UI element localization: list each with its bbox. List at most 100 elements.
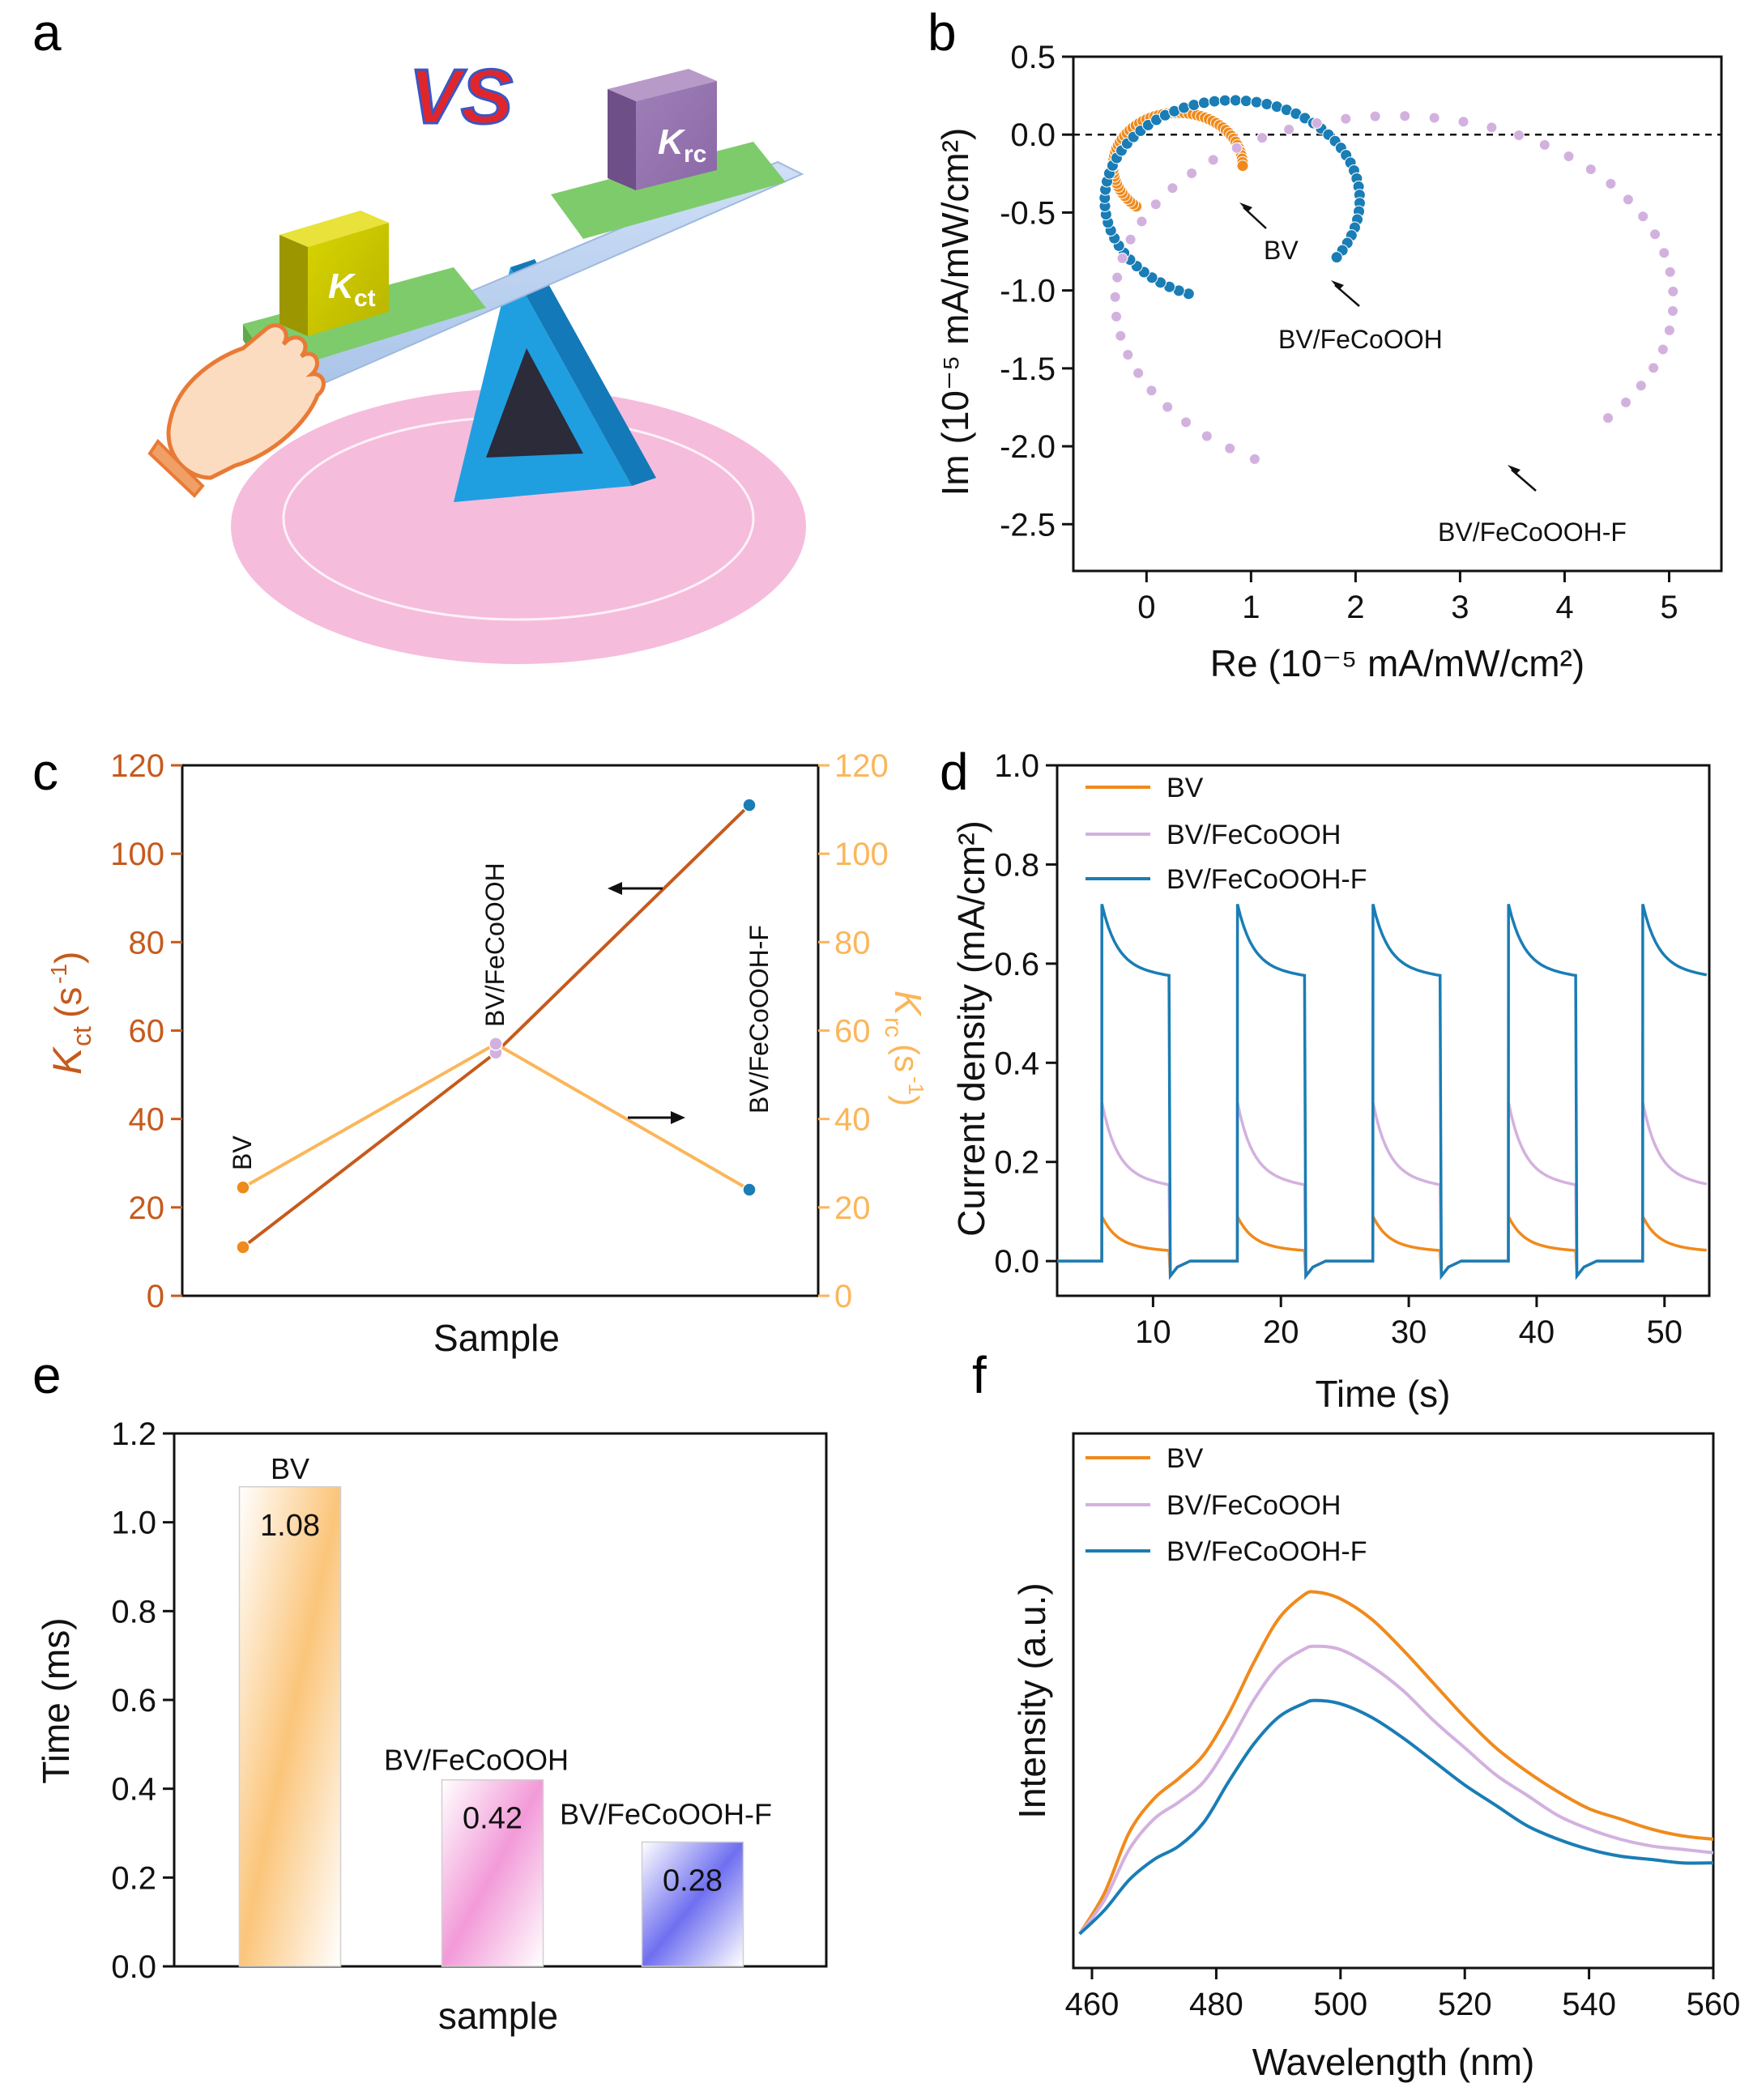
data-point [1311, 117, 1323, 130]
krc-cube-side [608, 89, 636, 190]
x-tick-label: 40 [1519, 1314, 1555, 1350]
series-point-kct [236, 1240, 250, 1254]
panel-b-nyquist-plot: 0 1 2 3 4 5 0.5 0.0 -0.5 -1.0 -1.5 -2.0 -2.5 BV BV/F… [934, 40, 1723, 684]
panel-d-xlabel: Time (s) [1316, 1373, 1451, 1415]
panel-label-c: c [32, 743, 58, 801]
bar-value-label: 0.28 [663, 1864, 723, 1898]
kct-cube-front [308, 223, 389, 336]
series-line-bv/fecoooh-f [1057, 903, 1708, 1280]
x-tick-label: 5 [1660, 590, 1678, 625]
data-point [1180, 416, 1192, 428]
data-point [1538, 138, 1550, 151]
data-point [1330, 251, 1343, 264]
bv-fecoooh-f-arrowhead [1508, 465, 1521, 475]
data-point [1239, 95, 1252, 108]
panel-f-ylabel: Intensity (a.u.) [1011, 1582, 1053, 1818]
krc-cube-subscript: rc [684, 141, 706, 168]
kct-cube: K ct [279, 211, 389, 336]
legend-label-bv-fecoooh: BV/FeCoOOH [1167, 820, 1341, 850]
panel-d-legend: BV BV/FeCoOOH BV/FeCoOOH-F [1085, 773, 1367, 895]
bar-category-label: BV [271, 1452, 309, 1485]
data-point [1248, 453, 1260, 465]
panel-d-ticks: 10 20 30 40 50 0.0 0.2 0.4 0.6 0.8 1.0 [994, 748, 1683, 1350]
data-point [1428, 112, 1440, 124]
panel-c-lines [236, 798, 757, 1254]
x-tick-label: 560 [1687, 1987, 1741, 2022]
x-tick-label: 1 [1242, 590, 1260, 625]
data-point [1649, 228, 1661, 241]
legend-label-bv-fecoooh-f: BV/FeCoOOH-F [1167, 864, 1367, 895]
panel-c-xlabel: Sample [433, 1317, 560, 1359]
kct-axis-subscript: ct [67, 1026, 96, 1046]
panel-e-bars: 1.08 0.42 0.28 BV BV/FeCoOOH BV/FeCoOOH-F [238, 1452, 772, 1967]
y-tick-label: -2.5 [1000, 507, 1056, 543]
pink-base-disc [231, 389, 806, 664]
left-y-tick-label: 100 [110, 837, 164, 872]
kct-cube-top [279, 211, 389, 247]
y-tick-label: 0.2 [994, 1145, 1039, 1181]
data-point [1260, 98, 1273, 111]
data-point [1602, 412, 1614, 424]
panel-b-annotations: BV BV/FeCoOOH BV/FeCoOOH-F [1239, 202, 1627, 547]
krc-axis-exponent: -1 [904, 1076, 928, 1095]
left-y-tick-label: 120 [110, 748, 164, 784]
right-axis-arrowhead [671, 1111, 685, 1124]
krc-axis-symbol: K [887, 990, 929, 1017]
data-point [1122, 349, 1134, 361]
right-y-tick-label: 100 [834, 837, 889, 872]
data-point [1188, 99, 1201, 112]
kct-cube-side [279, 235, 308, 336]
panel-b-ylabel: Im (10⁻⁵ mA/mW/cm²) [934, 128, 976, 496]
data-point [1208, 95, 1221, 108]
data-point [1145, 385, 1158, 397]
bv-label: BV [1264, 236, 1299, 265]
y-tick-label: -1.0 [1000, 274, 1056, 309]
bar-value-label: 0.42 [463, 1802, 522, 1836]
x-tick-label: 3 [1451, 590, 1469, 625]
panel-e-bar-chart: 0.0 0.2 0.4 0.6 0.8 1.0 1.2 1.08 0.42 0.28 BV BV/F… [35, 1416, 828, 2037]
panel-c-frame [181, 764, 820, 1297]
cat-label-bv-fecoooh-f: BV/FeCoOOH-F [744, 925, 774, 1114]
data-point [1132, 367, 1145, 379]
x-tick-label: 0 [1137, 590, 1155, 625]
left-axis-arrowhead [608, 882, 622, 895]
y-tick-label: 0.5 [1010, 40, 1056, 75]
data-point [1256, 132, 1269, 144]
y-tick-label: 1.0 [111, 1506, 156, 1541]
data-point [1109, 291, 1121, 303]
y-tick-label: 0.2 [111, 1860, 156, 1896]
y-tick-label: 1.2 [111, 1416, 156, 1452]
panel-label-f: f [972, 1346, 987, 1404]
y-tick-label: 0.0 [111, 1949, 156, 1985]
krc-cube-front [636, 81, 717, 190]
data-point [1229, 94, 1242, 107]
panel-c-left-ylabel: K ct (s -1 ) [45, 952, 96, 1075]
x-tick-label: 20 [1263, 1314, 1299, 1350]
y-tick-label: -0.5 [1000, 195, 1056, 231]
right-y-tick-label: 0 [834, 1279, 852, 1314]
right-y-tick-label: 20 [834, 1191, 871, 1226]
y-tick-label: 0.0 [1010, 117, 1056, 153]
legend-label-bv-fecoooh: BV/FeCoOOH [1167, 1490, 1341, 1521]
data-point [1637, 211, 1649, 223]
data-point [1111, 271, 1124, 283]
panel-d-lines [1057, 903, 1708, 1280]
panel-f-lines [1077, 1590, 1714, 1936]
y-tick-label: 0.6 [994, 947, 1039, 982]
panel-b-frame [1072, 55, 1723, 573]
data-point [1457, 116, 1469, 128]
data-point [1399, 110, 1411, 122]
series-point-krc [236, 1180, 250, 1195]
legend-label-bv: BV [1167, 1443, 1204, 1474]
right-y-tick-label: 80 [834, 925, 871, 961]
data-point [1116, 252, 1128, 264]
left-y-tick-label: 80 [129, 925, 165, 961]
kct-cube-subscript: ct [354, 285, 376, 312]
panel-label-a: a [32, 3, 62, 62]
panel-e-ylabel: Time (ms) [35, 1617, 77, 1783]
seesaw-illustration: K ct K rc VS [147, 53, 806, 664]
data-point [1149, 198, 1162, 211]
data-point [1369, 110, 1381, 122]
right-y-tick-label: 120 [834, 748, 889, 784]
